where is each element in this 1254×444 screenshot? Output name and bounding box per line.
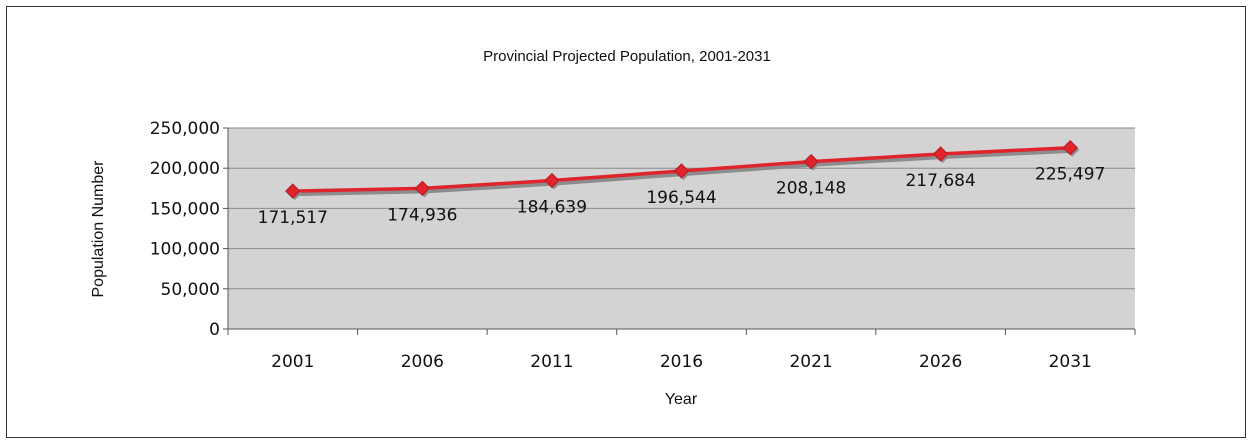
data-label: 174,936 bbox=[387, 205, 457, 225]
series-line bbox=[285, 139, 1080, 201]
x-tick-label: 2001 bbox=[271, 352, 314, 372]
y-tick-label: 100,000 bbox=[150, 240, 220, 260]
data-label: 208,148 bbox=[776, 179, 846, 199]
x-tick-label: 2011 bbox=[530, 352, 573, 372]
data-point bbox=[414, 180, 431, 197]
chart-title: Provincial Projected Population, 2001-20… bbox=[483, 48, 771, 65]
data-label: 171,517 bbox=[258, 208, 328, 228]
y-tick-label: 50,000 bbox=[161, 280, 220, 300]
data-labels: 171,517 174,936 184,639 196,544 208,148 217,6… bbox=[258, 165, 1106, 228]
y-axis-ticks: 0 50,000 100,000 150,000 200,000 250,000 bbox=[150, 119, 228, 340]
x-tick-label: 2021 bbox=[789, 352, 832, 372]
y-tick-label: 0 bbox=[209, 320, 220, 340]
x-axis-title: Year bbox=[665, 391, 698, 408]
data-point bbox=[932, 146, 949, 162]
x-tick-label: 2026 bbox=[919, 352, 962, 372]
x-axis-ticks: 2001 2006 2011 2016 2021 2026 2031 bbox=[227, 329, 1136, 372]
data-point bbox=[803, 153, 819, 170]
data-label: 217,684 bbox=[905, 171, 975, 191]
plot-area bbox=[228, 128, 1135, 329]
x-tick-label: 2016 bbox=[660, 352, 703, 372]
x-tick-label: 2031 bbox=[1049, 352, 1092, 372]
y-tick-label: 150,000 bbox=[150, 199, 220, 219]
y-tick-label: 250,000 bbox=[150, 119, 220, 139]
data-point bbox=[544, 172, 560, 189]
data-point bbox=[673, 163, 690, 179]
y-axis-title: Population Number bbox=[90, 160, 107, 298]
data-point bbox=[285, 183, 301, 199]
data-label: 184,639 bbox=[517, 198, 587, 218]
axes bbox=[227, 128, 1135, 330]
data-label: 225,497 bbox=[1035, 165, 1105, 185]
x-tick-label: 2006 bbox=[401, 352, 444, 372]
gridlines bbox=[228, 127, 1135, 290]
data-point bbox=[1062, 139, 1078, 156]
y-tick-label: 200,000 bbox=[150, 159, 220, 179]
data-label: 196,544 bbox=[646, 188, 716, 208]
